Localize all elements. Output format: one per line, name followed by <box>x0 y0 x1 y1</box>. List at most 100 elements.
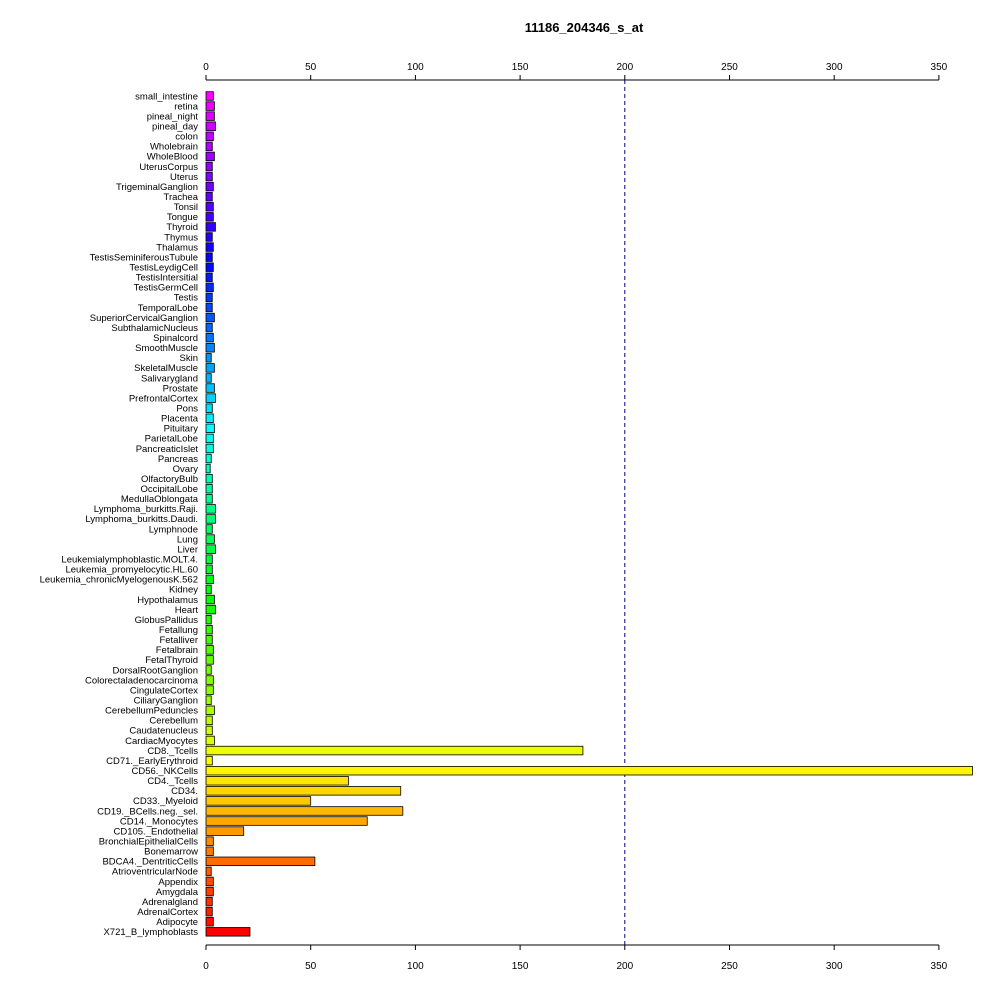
category-label: CD105._Endothelial <box>113 826 198 837</box>
category-label: Ovary <box>173 464 199 475</box>
category-label: CerebellumPeduncles <box>105 706 198 717</box>
category-label: MedullaOblongata <box>121 494 199 505</box>
category-label: UterusCorpus <box>139 162 198 173</box>
category-label: Leukemialymphoblastic.MOLT.4. <box>61 555 198 566</box>
bar <box>205 111 215 121</box>
bar <box>205 826 245 836</box>
category-label: AdrenalCortex <box>137 907 198 918</box>
top-tick-label: 300 <box>826 62 843 73</box>
bar <box>205 272 213 282</box>
bar <box>205 745 584 756</box>
bar <box>205 796 312 806</box>
bar <box>205 735 215 746</box>
bar <box>205 816 368 826</box>
bottom-tick-label: 150 <box>512 961 529 972</box>
bar <box>205 846 214 856</box>
bar <box>205 393 216 403</box>
category-label: Testis <box>174 293 199 304</box>
category-label: Thyroid <box>166 222 198 233</box>
bottom-tick-label: 0 <box>203 961 209 972</box>
bar <box>205 645 214 655</box>
bottom-tick-label: 250 <box>721 961 738 972</box>
bar <box>205 332 214 343</box>
bar <box>205 836 214 846</box>
bar <box>205 443 214 454</box>
category-label: TemporalLobe <box>138 303 198 314</box>
category-label: CD4._Tcells <box>147 776 198 787</box>
category-label: pineal_day <box>152 122 198 133</box>
bar <box>205 453 212 464</box>
bar <box>205 896 213 907</box>
category-label: CD34. <box>171 786 198 797</box>
bar <box>205 222 216 232</box>
bottom-tick-label: 200 <box>616 961 633 972</box>
bar <box>205 292 213 303</box>
bar <box>205 181 214 192</box>
bar <box>205 312 215 323</box>
bar <box>205 141 213 152</box>
category-label: Fetallung <box>159 625 198 636</box>
bar <box>205 655 214 665</box>
category-label: Fetalbrain <box>156 645 198 656</box>
top-tick-label: 0 <box>203 62 209 73</box>
category-label: Appendix <box>158 877 198 888</box>
category-label: CingulateCortex <box>130 685 198 696</box>
bar <box>205 403 213 413</box>
category-label: Tonsil <box>174 202 198 213</box>
bar <box>205 776 349 786</box>
bar <box>205 604 216 615</box>
bar <box>205 886 214 897</box>
category-label: Spinalcord <box>153 333 198 344</box>
category-label: Colorectaladenocarcinoma <box>85 675 199 686</box>
category-label: Amygdala <box>156 887 199 898</box>
category-label: SmoothMuscle <box>135 343 198 354</box>
category-label: SkeletalMuscle <box>134 363 198 374</box>
category-label: Pituitary <box>164 424 199 435</box>
bar <box>205 91 214 101</box>
bar <box>205 625 213 635</box>
bar <box>205 856 316 867</box>
category-label: AtrioventricularNode <box>112 867 198 878</box>
category-label: Lung <box>177 534 198 545</box>
category-label: Leukemia_promyelocytic.HL.60 <box>65 565 198 576</box>
bar <box>205 614 212 625</box>
category-label: CD14._Monocytes <box>120 816 198 827</box>
category-label: Fetalliver <box>159 635 198 646</box>
bar <box>205 514 216 524</box>
category-label: CD71._EarlyErythroid <box>106 756 198 767</box>
bar <box>205 232 213 242</box>
bar <box>205 463 211 474</box>
category-label: X721_B_lymphoblasts <box>103 927 198 938</box>
category-label: CardiacMyocytes <box>125 736 198 747</box>
category-label: Thymus <box>164 232 198 243</box>
bar <box>205 383 215 393</box>
category-label: BDCA4._DentriticCells <box>102 857 198 868</box>
category-label: WholeBlood <box>147 152 198 163</box>
bar <box>205 564 213 574</box>
bar <box>205 353 212 363</box>
category-label: Leukemia_chronicMyelogenousK.562 <box>40 575 198 586</box>
bar <box>205 755 213 766</box>
category-label: pineal_night <box>147 111 199 122</box>
category-label: colon <box>175 132 198 143</box>
bar <box>205 524 213 534</box>
chart-title: 11186_204346_s_at <box>524 20 644 35</box>
category-label: Prostate <box>163 383 198 394</box>
category-label: Cerebellum <box>149 716 198 727</box>
bar <box>205 786 402 796</box>
bar <box>205 765 973 776</box>
bar <box>205 413 214 423</box>
bar <box>205 202 214 212</box>
bar <box>205 685 214 695</box>
category-label: Uterus <box>170 172 198 183</box>
bar <box>205 252 213 262</box>
bar <box>205 705 215 715</box>
bar <box>205 866 212 877</box>
category-label: Caudatenucleus <box>129 726 198 737</box>
category-label: Adipocyte <box>156 917 198 928</box>
bar <box>205 101 215 111</box>
category-label: Placenta <box>161 414 199 425</box>
bar <box>205 927 251 937</box>
category-label: OlfactoryBulb <box>141 474 198 485</box>
category-label: CD8._Tcells <box>147 746 198 757</box>
